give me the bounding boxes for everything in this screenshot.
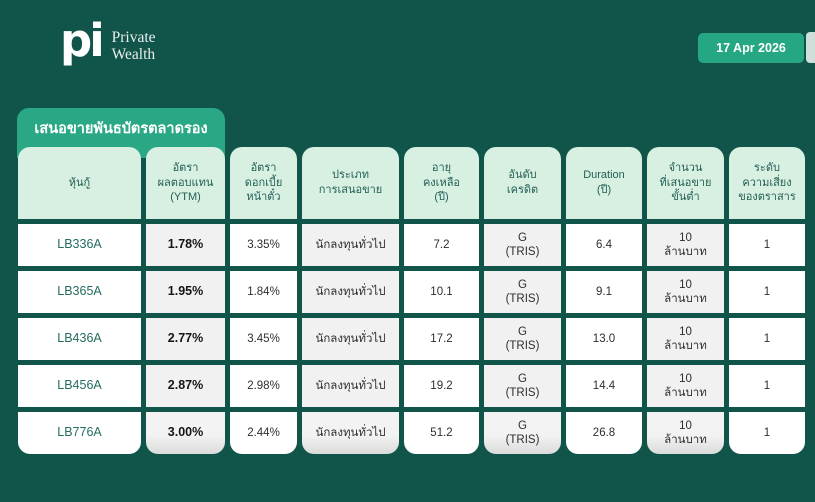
bond-id: LB776A (18, 412, 141, 454)
table-cell: G (TRIS) (484, 412, 561, 454)
pi-private-wealth-logo: pi Private Wealth (60, 18, 156, 64)
date-badge: 17 Apr 2026 (698, 33, 804, 63)
logo-line-wealth: Wealth (111, 46, 156, 64)
table-cell: 13.0 (566, 318, 642, 360)
logo-wordmark: Private Wealth (112, 29, 156, 64)
table-cell: 26.8 (566, 412, 642, 454)
table-cell: 10 ล้านบาท (647, 224, 724, 266)
ytm-value: 2.77% (146, 318, 225, 360)
table-cell: 3.45% (230, 318, 297, 360)
table-cell: G (TRIS) (484, 224, 561, 266)
pi-logo-mark: pi (60, 14, 105, 67)
table-cell: 14.4 (566, 365, 642, 407)
table-cell: 1.84% (230, 271, 297, 313)
bond-id: LB456A (18, 365, 141, 407)
column-header-3: ประเภท การเสนอขาย (302, 147, 399, 219)
table-cell: 1 (729, 271, 805, 313)
bond-id: LB365A (18, 271, 141, 313)
clipped-edge-element (806, 32, 815, 63)
table-cell: 6.4 (566, 224, 642, 266)
column-header-7: จำนวน ที่เสนอขาย ขั้นต่ำ (647, 147, 724, 219)
table-cell: 3.35% (230, 224, 297, 266)
table-cell: นักลงทุนทั่วไป (302, 412, 399, 454)
table-cell: 1 (729, 412, 805, 454)
bond-id: LB436A (18, 318, 141, 360)
column-header-1: อัตรา ผลตอบแทน (YTM) (146, 147, 225, 219)
table-cell: 1 (729, 224, 805, 266)
table-cell: 9.1 (566, 271, 642, 313)
table-cell: G (TRIS) (484, 318, 561, 360)
column-header-8: ระดับ ความเสี่ยง ของตราสาร (729, 147, 805, 219)
table-cell: 2.44% (230, 412, 297, 454)
table-cell: G (TRIS) (484, 271, 561, 313)
ytm-value: 3.00% (146, 412, 225, 454)
table-cell: 10 ล้านบาท (647, 412, 724, 454)
column-header-6: Duration (ปี) (566, 147, 642, 219)
table-cell: 51.2 (404, 412, 479, 454)
table-cell: นักลงทุนทั่วไป (302, 271, 399, 313)
table-cell: 10 ล้านบาท (647, 271, 724, 313)
ytm-value: 2.87% (146, 365, 225, 407)
logo-line-private: Private (111, 29, 156, 46)
table-cell: G (TRIS) (484, 365, 561, 407)
table-cell: นักลงทุนทั่วไป (302, 224, 399, 266)
column-header-2: อัตรา ดอกเบี้ย หน้าตั๋ว (230, 147, 297, 219)
column-header-5: อันดับ เครดิต (484, 147, 561, 219)
table-cell: 2.98% (230, 365, 297, 407)
table-cell: 7.2 (404, 224, 479, 266)
table-cell: 19.2 (404, 365, 479, 407)
column-header-0: หุ้นกู้ (18, 147, 141, 219)
table-cell: 1 (729, 318, 805, 360)
table-cell: 10.1 (404, 271, 479, 313)
table-cell: นักลงทุนทั่วไป (302, 365, 399, 407)
table-cell: 10 ล้านบาท (647, 318, 724, 360)
table-cell: 1 (729, 365, 805, 407)
bond-table: หุ้นกู้ อัตรา ผลตอบแทน (YTM) อัตรา ดอกเบี้… (18, 147, 805, 454)
table-cell: 17.2 (404, 318, 479, 360)
ytm-value: 1.78% (146, 224, 225, 266)
ytm-value: 1.95% (146, 271, 225, 313)
bond-id: LB336A (18, 224, 141, 266)
table-cell: นักลงทุนทั่วไป (302, 318, 399, 360)
column-header-4: อายุ คงเหลือ (ปี) (404, 147, 479, 219)
table-cell: 10 ล้านบาท (647, 365, 724, 407)
